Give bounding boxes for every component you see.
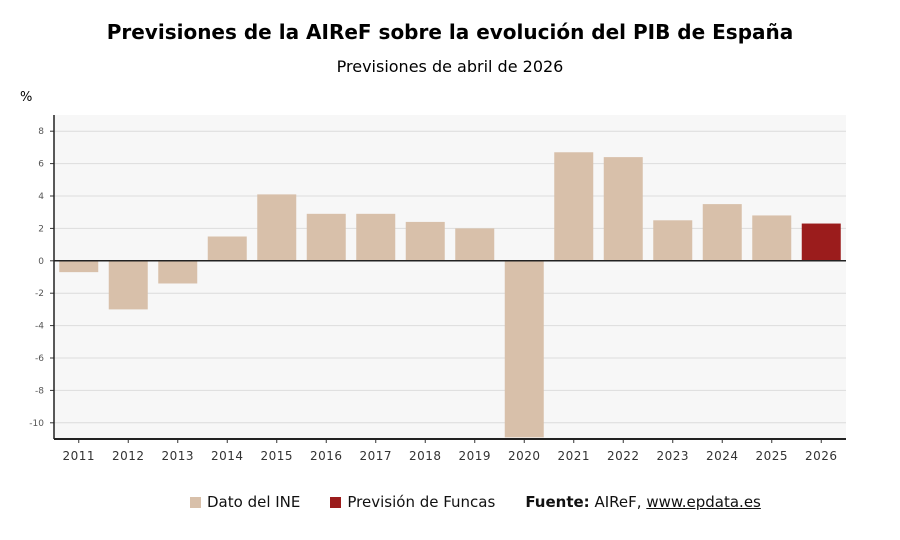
x-tick-label: 2011 bbox=[62, 449, 95, 463]
x-tick-label: 2023 bbox=[656, 449, 689, 463]
bar-2017 bbox=[356, 213, 396, 261]
bar-2025 bbox=[752, 215, 792, 261]
legend-label-ine: Dato del INE bbox=[207, 493, 301, 511]
bar-2018 bbox=[405, 221, 445, 261]
bar-2023 bbox=[653, 220, 693, 261]
chart-title: Previsiones de la AIReF sobre la evoluci… bbox=[106, 20, 794, 44]
y-tick-label: 8 bbox=[38, 127, 44, 137]
bar-2022 bbox=[603, 157, 643, 261]
bar-2012 bbox=[108, 260, 148, 310]
legend-label-funcas: Previsión de Funcas bbox=[347, 493, 496, 511]
source-text: AIReF, bbox=[594, 493, 642, 511]
legend-item-ine[interactable]: Dato del INE bbox=[190, 493, 300, 511]
y-tick-label: 4 bbox=[38, 192, 44, 202]
y-tick-label: -10 bbox=[29, 419, 44, 429]
bar-2021 bbox=[554, 152, 594, 261]
bar-2026 bbox=[801, 223, 841, 261]
bar-2013 bbox=[158, 260, 198, 284]
x-tick-label: 2017 bbox=[359, 449, 392, 463]
source-label: Fuente: bbox=[525, 493, 590, 511]
x-tick-label: 2016 bbox=[310, 449, 343, 463]
bar-2019 bbox=[455, 228, 495, 261]
x-tick-label: 2015 bbox=[260, 449, 293, 463]
y-tick-label: -6 bbox=[35, 354, 44, 364]
source: Fuente: AIReF, www.epdata.es bbox=[525, 493, 761, 511]
x-tick-label: 2025 bbox=[755, 449, 788, 463]
legend-swatch-funcas bbox=[330, 496, 342, 508]
y-tick-label: 2 bbox=[38, 224, 44, 234]
y-tick-label: -4 bbox=[35, 322, 44, 332]
y-tick-label: -2 bbox=[35, 289, 44, 299]
y-axis-label: % bbox=[20, 90, 33, 105]
plot-area: 8 6 4 2 0 -2 -4 -6 -8 -10 2011 2012 2013 2014 2015 2016… bbox=[29, 115, 846, 463]
x-tick-label: 2013 bbox=[161, 449, 194, 463]
x-tick-label: 2022 bbox=[607, 449, 640, 463]
x-tick-label: 2012 bbox=[112, 449, 145, 463]
y-tick-label: 0 bbox=[38, 257, 44, 267]
bar-2011 bbox=[59, 260, 99, 273]
bar-2014 bbox=[207, 236, 247, 261]
bar-2020 bbox=[504, 260, 544, 438]
x-tick-label: 2019 bbox=[458, 449, 491, 463]
bar-2015 bbox=[257, 194, 297, 261]
x-tick-label: 2026 bbox=[805, 449, 838, 463]
x-tick-label: 2014 bbox=[211, 449, 244, 463]
x-tick-label: 2020 bbox=[508, 449, 541, 463]
chart-subtitle: Previsiones de abril de 2026 bbox=[336, 57, 564, 76]
y-tick-label: -8 bbox=[35, 386, 44, 396]
x-tick-label: 2024 bbox=[706, 449, 739, 463]
legend: Dato del INE Previsión de Funcas Fuente:… bbox=[190, 493, 761, 511]
y-tick-label: 6 bbox=[38, 160, 44, 170]
bar-2016 bbox=[306, 213, 346, 261]
bar-2024 bbox=[702, 204, 742, 261]
source-link[interactable]: www.epdata.es bbox=[646, 493, 761, 511]
legend-swatch-ine bbox=[190, 496, 201, 508]
x-tick-label: 2021 bbox=[557, 449, 590, 463]
legend-item-funcas[interactable]: Previsión de Funcas bbox=[330, 493, 495, 511]
x-tick-label: 2018 bbox=[409, 449, 442, 463]
